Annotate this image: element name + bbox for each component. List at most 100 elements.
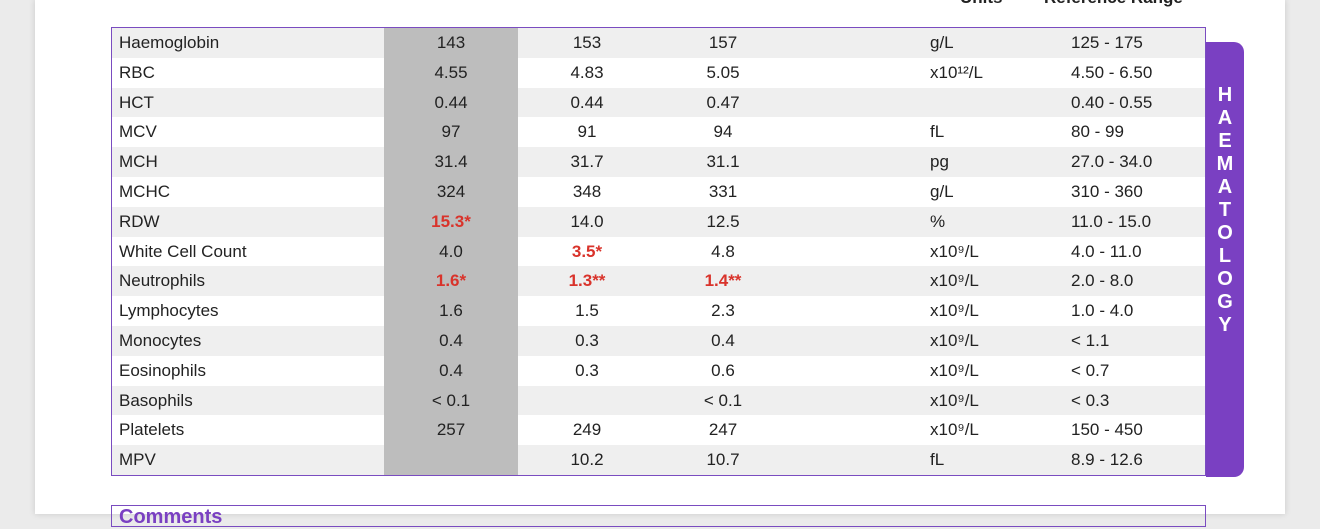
result-older: 12.5	[706, 211, 740, 231]
results-table: Haemoglobin 143 153 157 g/L 125 - 175 RBC 4.55 4…	[111, 27, 1206, 476]
unit: fL	[930, 450, 945, 470]
test-name: Haemoglobin	[119, 33, 220, 52]
result-current: 97	[441, 122, 461, 142]
result-previous: 348	[572, 182, 602, 201]
result-older: 94	[713, 122, 733, 142]
row-shading	[112, 28, 1205, 58]
row-shading	[112, 445, 1205, 475]
unit: g/L	[930, 182, 954, 201]
result-older: 4.8	[711, 241, 735, 261]
reference-range: 27.0 - 34.0	[1071, 152, 1153, 172]
result-current: 4.55	[434, 62, 468, 82]
test-name: White Cell Count	[119, 241, 247, 261]
current-result-column	[384, 28, 518, 475]
unit: %	[930, 211, 946, 231]
section-tab: HAEMATOLOGY	[1206, 42, 1244, 477]
row-shading	[112, 385, 1205, 416]
result-previous: 3.5*	[571, 241, 603, 261]
comments-box: Comments	[111, 505, 1206, 528]
test-name: RBC	[119, 62, 155, 82]
unit: x10⁹/L	[930, 331, 979, 350]
result-current: 0.44	[434, 92, 468, 112]
result-previous: 4.83	[570, 62, 604, 82]
result-current: 1.6	[439, 301, 463, 321]
result-current: < 0.1	[431, 390, 471, 410]
test-name: Platelets	[119, 420, 185, 440]
reference-range: 2.0 - 8.0	[1071, 271, 1134, 291]
reference-range: 1.0 - 4.0	[1071, 301, 1134, 321]
row-shading	[112, 87, 1205, 118]
row-shading	[112, 206, 1205, 237]
result-older: 157	[708, 33, 738, 52]
result-older: 10.7	[706, 450, 740, 470]
result-older: 247	[708, 420, 738, 440]
reference-range: < 1.1	[1071, 331, 1110, 350]
result-older: 331	[708, 182, 738, 201]
result-previous: 1.3**	[568, 271, 606, 291]
result-previous: 10.2	[570, 450, 604, 470]
result-previous: 0.3	[575, 331, 599, 350]
result-older: < 0.1	[703, 390, 743, 410]
test-name: HCT	[119, 92, 154, 112]
result-current: 0.4	[439, 331, 463, 350]
result-previous: 14.0	[570, 211, 604, 231]
reference-range: < 0.3	[1071, 390, 1110, 410]
test-name: Neutrophils	[119, 271, 205, 291]
result-previous: 91	[577, 122, 597, 142]
unit: x10⁹/L	[930, 241, 979, 261]
reference-range: 4.0 - 11.0	[1071, 241, 1142, 261]
row-shading	[112, 326, 1205, 356]
result-previous: 0.44	[570, 92, 604, 112]
test-name: MCV	[119, 122, 157, 142]
result-older: 2.3	[711, 301, 735, 321]
reference-range: 4.50 - 6.50	[1071, 62, 1153, 82]
unit: pg	[930, 152, 949, 172]
result-previous: 1.5	[575, 301, 599, 321]
reference-range: 125 - 175	[1071, 33, 1143, 52]
report-page: Units Reference Range	[35, 0, 1285, 514]
reference-range-header: Reference Range	[1044, 0, 1183, 8]
page-background: Units Reference Range Haemoglobin 143 153 1…	[35, 0, 1285, 528]
unit: x10⁹/L	[930, 301, 979, 321]
result-older: 0.4	[711, 331, 735, 350]
result-older: 0.47	[706, 92, 740, 112]
result-current: 143	[436, 33, 466, 52]
reference-range: 8.9 - 12.6	[1071, 450, 1143, 470]
reference-range: 310 - 360	[1071, 182, 1143, 201]
unit: g/L	[930, 33, 954, 52]
result-previous: 0.3	[575, 360, 599, 380]
result-current: 31.4	[434, 152, 468, 172]
unit: x10¹²/L	[930, 62, 983, 82]
test-name: Eosinophils	[119, 360, 206, 380]
unit: x10⁹/L	[930, 271, 979, 291]
result-current: 0.4	[439, 360, 463, 380]
test-name: Monocytes	[119, 331, 202, 350]
row-shading	[112, 147, 1205, 177]
reference-range: < 0.7	[1071, 360, 1110, 380]
unit: x10⁹/L	[930, 360, 979, 380]
row-shading	[112, 266, 1205, 297]
test-name: MCH	[119, 152, 158, 172]
result-previous: 31.7	[570, 152, 604, 172]
section-tab-label: HAEMATOLOGY	[1214, 84, 1236, 337]
result-older: 0.6	[711, 360, 735, 380]
unit: fL	[930, 122, 945, 142]
result-previous: 249	[572, 420, 602, 440]
test-name: Basophils	[119, 390, 193, 410]
result-older: 31.1	[706, 152, 740, 172]
test-name: Lymphocytes	[119, 301, 219, 321]
result-current: 4.0	[439, 241, 463, 261]
result-previous: 153	[572, 33, 602, 52]
reference-range: 0.40 - 0.55	[1071, 92, 1153, 112]
reference-range: 150 - 450	[1071, 420, 1143, 440]
result-older: 1.4**	[704, 271, 742, 291]
test-name: RDW	[119, 211, 160, 231]
comments-title: Comments	[119, 506, 223, 528]
test-name: MPV	[119, 450, 156, 470]
result-current: 324	[436, 182, 466, 201]
unit: x10⁹/L	[930, 420, 979, 440]
result-current: 1.6*	[435, 271, 467, 291]
result-current: 257	[436, 420, 466, 440]
reference-range: 80 - 99	[1071, 122, 1124, 142]
result-older: 5.05	[706, 62, 740, 82]
